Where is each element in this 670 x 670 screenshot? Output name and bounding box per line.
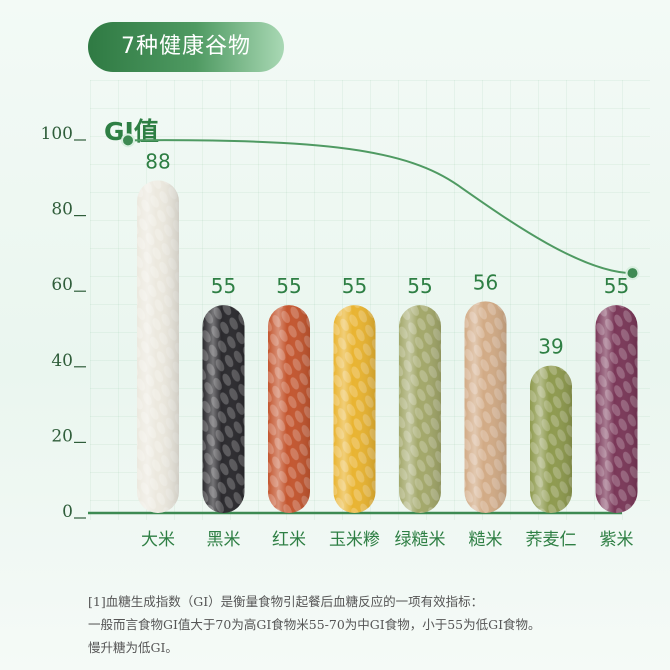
bar-gloss	[399, 305, 441, 513]
data-label: 39	[538, 335, 563, 359]
data-label: 55	[604, 274, 629, 298]
category-label: 红米	[272, 530, 306, 550]
data-label: 55	[276, 274, 301, 298]
bar-gloss	[530, 365, 572, 513]
trend-start-dot	[121, 133, 135, 148]
bar-gloss	[137, 180, 179, 514]
y-tick-label: 60	[51, 275, 73, 295]
y-tick-label: 100	[41, 124, 73, 144]
y-tick-label: 80	[51, 200, 73, 220]
bar-gloss	[464, 301, 507, 513]
footnote: [1]血糖生成指数（GI）是衡量食物引起餐后血糖反应的一项有效指标： 一般而言食…	[88, 590, 648, 659]
data-label: 55	[407, 274, 432, 298]
y-tick-label: 40	[51, 351, 73, 371]
y-tick-label: 0	[62, 502, 73, 522]
data-label: 55	[342, 274, 367, 298]
category-label: 糙米	[469, 530, 503, 550]
y-tick-label: 20	[51, 426, 73, 446]
category-label: 玉米糁	[329, 530, 380, 550]
footnote-line-3: 慢升糖为低GI。	[88, 640, 178, 655]
data-label: 88	[145, 149, 170, 173]
category-label: 荞麦仁	[526, 530, 577, 550]
data-label: 56	[473, 270, 498, 294]
bar-gloss	[595, 305, 638, 513]
category-label: 大米	[141, 530, 175, 550]
trend-end-dot	[625, 266, 640, 281]
category-label: 绿糙米	[395, 530, 446, 550]
footnote-line-1: [1]血糖生成指数（GI）是衡量食物引起餐后血糖反应的一项有效指标：	[88, 594, 484, 609]
footnote-line-2: 一般而言食物GI值大于70为高GI食物米55-70为中GI食物，小于55为低GI…	[88, 617, 541, 632]
page-title: 7种健康谷物	[88, 22, 284, 72]
bar-gloss	[333, 305, 376, 513]
category-label: 黑米	[207, 530, 241, 550]
bar-gloss	[268, 305, 310, 513]
trend-line	[127, 139, 633, 275]
category-label: 紫米	[600, 530, 634, 550]
data-label: 55	[211, 274, 236, 298]
bar-gloss	[202, 305, 245, 513]
